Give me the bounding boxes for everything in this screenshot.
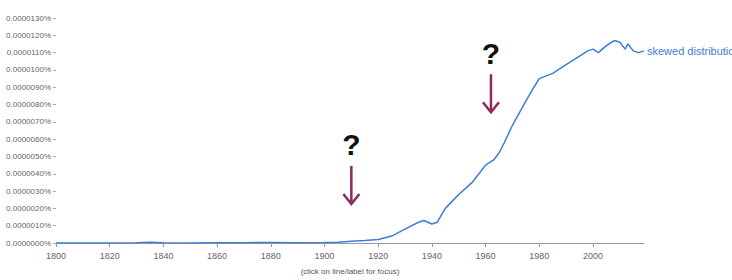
svg-text:0.0000080%: 0.0000080% [6, 100, 51, 109]
svg-text:0.0000070%: 0.0000070% [6, 117, 51, 126]
svg-text:0.0000040%: 0.0000040% [6, 169, 51, 178]
svg-text:?: ? [342, 128, 360, 161]
svg-text:0.0000050%: 0.0000050% [6, 152, 51, 161]
svg-text:1860: 1860 [207, 251, 227, 261]
svg-text:(click on line/label for focus: (click on line/label for focus) [301, 267, 400, 276]
svg-text:0.0000030%: 0.0000030% [6, 187, 51, 196]
svg-text:0.0000090%: 0.0000090% [6, 83, 51, 92]
svg-text:1880: 1880 [261, 251, 281, 261]
svg-text:1800: 1800 [46, 251, 66, 261]
svg-text:1960: 1960 [476, 251, 496, 261]
svg-text:1900: 1900 [314, 251, 334, 261]
svg-text:1920: 1920 [368, 251, 388, 261]
svg-text:0.0000130%: 0.0000130% [6, 14, 51, 23]
svg-text:0.0000000%: 0.0000000% [6, 239, 51, 248]
svg-text:0.0000120%: 0.0000120% [6, 31, 51, 40]
svg-text:0.0000060%: 0.0000060% [6, 135, 51, 144]
svg-text:0.0000110%: 0.0000110% [7, 48, 51, 57]
svg-text:2000: 2000 [583, 251, 603, 261]
svg-text:1980: 1980 [529, 251, 549, 261]
svg-text:1840: 1840 [153, 251, 173, 261]
svg-text:skewed distribution: skewed distribution [647, 45, 732, 57]
svg-text:1820: 1820 [100, 251, 120, 261]
svg-text:1940: 1940 [422, 251, 442, 261]
svg-text:0.0000020%: 0.0000020% [6, 204, 51, 213]
svg-text:0.0000010%: 0.0000010% [6, 221, 51, 230]
svg-text:?: ? [482, 37, 500, 70]
svg-text:0.0000100%: 0.0000100% [6, 65, 51, 74]
